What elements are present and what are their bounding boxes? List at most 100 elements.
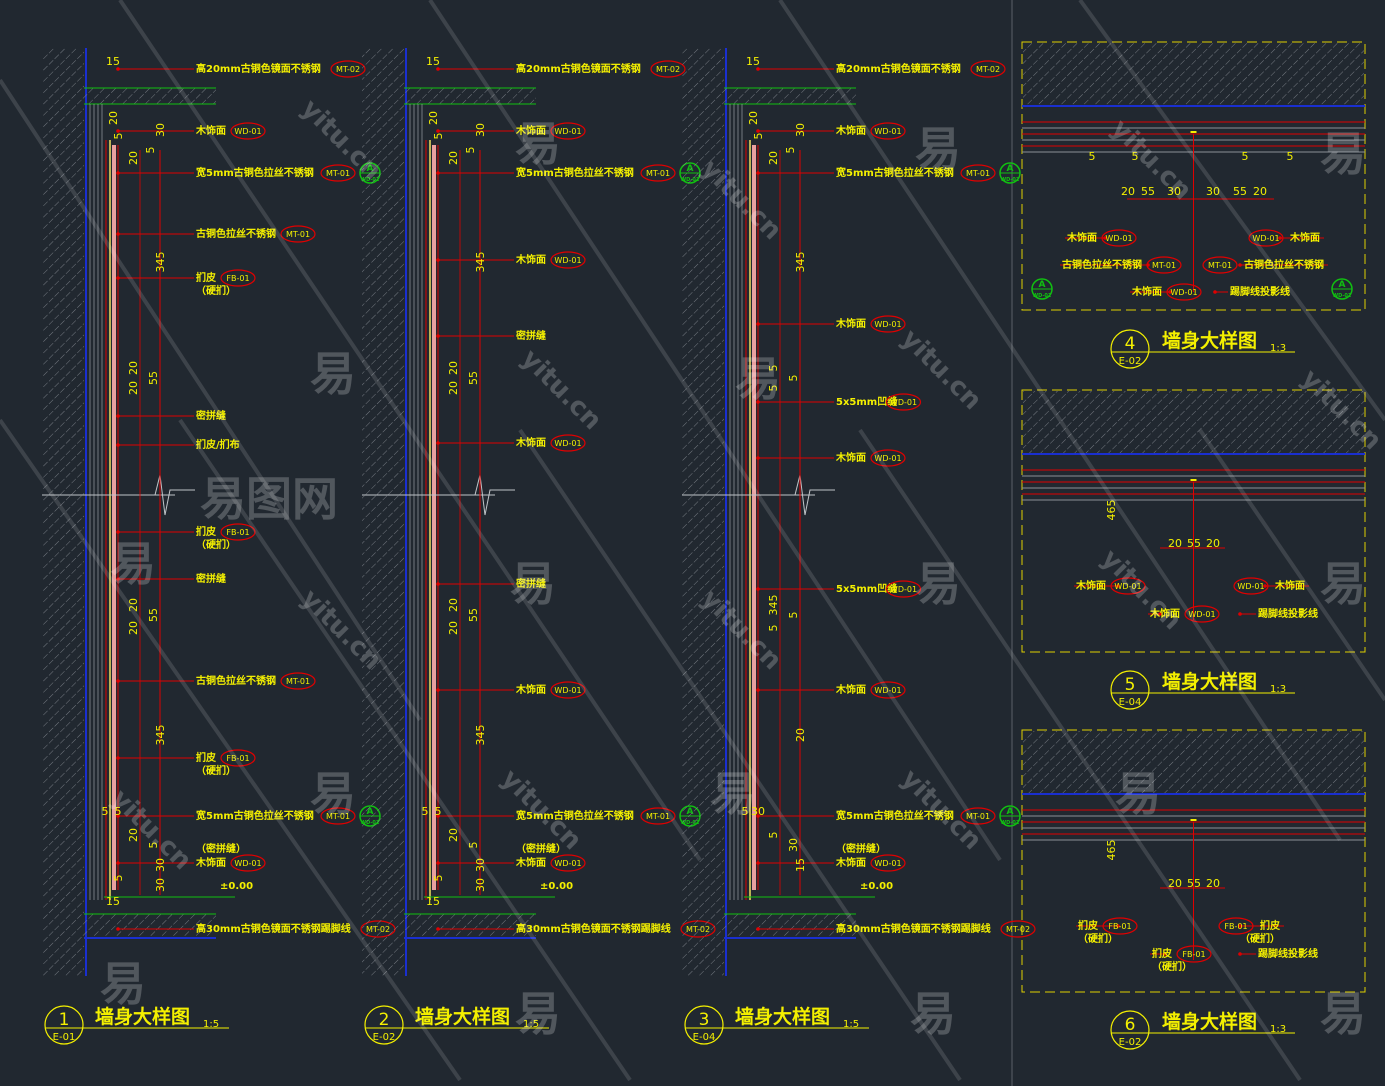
material-tag: FB-01 [226, 528, 249, 537]
leader-dot [756, 400, 760, 404]
wall-hatch [42, 48, 84, 976]
label-text: 古铜色拉丝不锈钢 [196, 227, 276, 240]
callout-label: 木饰面 WD-01 [756, 315, 906, 333]
detail-bubble [684, 1005, 724, 1045]
callout-label: 扪皮（硬扪）FB-01 [1150, 945, 1212, 973]
material-tag-ellipse [280, 225, 316, 243]
detail-bubble [364, 1005, 404, 1045]
detail-scale: 1:3 [1270, 684, 1286, 695]
detail-sheet: E-01 [53, 1032, 76, 1043]
material-tag: WD-01 [1252, 234, 1279, 243]
dimension-value: 20 [447, 361, 460, 375]
leader-dot [436, 861, 440, 865]
dimension-value: 5 [752, 133, 765, 140]
detail-frame [1021, 41, 1366, 311]
finish-panel [432, 145, 436, 890]
detail-scale: 1:3 [1270, 1024, 1286, 1035]
material-tag: WD-01 [890, 585, 917, 594]
label-text: 木饰面 [1274, 579, 1305, 592]
level-mark: ±0.00 [860, 881, 893, 892]
material-tag-ellipse [550, 434, 586, 452]
plan-detail-5: 465 20 55 20 木饰面 WD-01 木饰面 WD-01 木饰面 WD-01 踢脚线投影线 5… [1021, 389, 1366, 710]
leader-dot [436, 582, 440, 586]
wall-hatch [362, 48, 404, 976]
watermark-stroke [0, 418, 462, 1082]
material-tag: MT-01 [1152, 261, 1176, 270]
material-tag-ellipse [230, 122, 266, 140]
callout-label: 高30mm古铜色镜面不锈钢踢脚线 MT-02 [756, 920, 1036, 938]
watermark-glyph: 易 [915, 122, 961, 176]
label-text: 木饰面 [835, 451, 866, 464]
material-tag: WD-01 [234, 859, 261, 868]
label-text: 高30mm古铜色镜面不锈钢踢脚线 [196, 922, 351, 935]
dimension-value: 5 [1132, 150, 1139, 163]
dimension-value: 55 [147, 608, 160, 622]
material-tag: WD-01 [874, 859, 901, 868]
material-tag-ellipse [960, 807, 996, 825]
leader-dot [1238, 612, 1242, 616]
ceiling-slab [724, 88, 856, 104]
material-tag-ellipse [870, 122, 906, 140]
material-tag-ellipse [1202, 256, 1238, 274]
label-text: 古铜色拉丝不锈钢 [1062, 258, 1142, 271]
ceiling-slab [84, 88, 216, 104]
level-mark: ±0.00 [540, 881, 573, 892]
callout-label: 古铜色拉丝不锈钢 MT-01 A WD-02 [1031, 256, 1182, 300]
label-text: 5x5mm凹缝 [836, 582, 897, 595]
material-tag: MT-01 [286, 677, 310, 686]
label-text: 扪皮 [196, 271, 216, 284]
label-text: （密拼缝） [836, 842, 886, 855]
dimension-value: 5 [435, 805, 442, 818]
callout-label: 高20mm古铜色镜面不锈钢 MT-02 [756, 60, 1006, 78]
dimension-value: 20 [1206, 537, 1220, 550]
detail-frame [1021, 729, 1366, 993]
label-text: 高20mm古铜色镜面不锈钢 [516, 62, 641, 75]
material-tag-ellipse [280, 672, 316, 690]
material-tag-ellipse [320, 164, 356, 182]
leader-dot [116, 443, 120, 447]
dimension-value: 5 [1242, 150, 1249, 163]
leader-dot [436, 927, 440, 931]
dimension-value: 55 [1187, 537, 1201, 550]
material-tag-ellipse [320, 807, 356, 825]
material-tag: WD-01 [874, 127, 901, 136]
dimension-value: 465 [1105, 840, 1118, 861]
material-tag-ellipse [1176, 945, 1212, 963]
leader-dot [116, 276, 120, 280]
detail-scale: 1:5 [203, 1019, 219, 1030]
material-tag: WD-01 [874, 454, 901, 463]
leader-dot [436, 129, 440, 133]
material-tag: FB-01 [226, 754, 249, 763]
watermark-glyph: 易 [915, 557, 961, 611]
label-text: 木饰面 [195, 124, 226, 137]
dimension-value: 30 [751, 805, 765, 818]
wall-section-detail-3: 高20mm古铜色镜面不锈钢 MT-02 木饰面 WD-01 宽5mm古铜色拉丝不锈钢 MT… [682, 48, 1036, 1045]
dimension-value: 345 [794, 252, 807, 273]
callout-label: 木饰面 WD-01 [116, 854, 266, 872]
dimension-value: 5 [784, 147, 797, 154]
leader-dot [1278, 236, 1282, 240]
watermark-site: yitu.cn [495, 764, 587, 856]
material-tag-ellipse [1233, 577, 1269, 595]
material-tag: MT-01 [646, 169, 670, 178]
material-tag-ellipse [1218, 917, 1254, 935]
watermark-glyph: 易 [1320, 127, 1366, 181]
watermark-stroke [1198, 428, 1385, 702]
dimension-value: 15 [746, 55, 760, 68]
dimension-value: 20 [1121, 185, 1135, 198]
callout-label: 木饰面 WD-01 [756, 681, 906, 699]
leader-dot [1238, 952, 1242, 956]
dimension-value: 15 [106, 55, 120, 68]
material-tag-ellipse [640, 807, 676, 825]
material-tag: WD-01 [1114, 582, 1141, 591]
callout-label: 密拼缝 [116, 572, 226, 585]
material-tag-ellipse [970, 60, 1006, 78]
leader-dot [436, 67, 440, 71]
detail-number: 5 [1125, 675, 1136, 695]
dimension-value: 345 [154, 725, 167, 746]
dimension-value: 5 [115, 805, 122, 818]
